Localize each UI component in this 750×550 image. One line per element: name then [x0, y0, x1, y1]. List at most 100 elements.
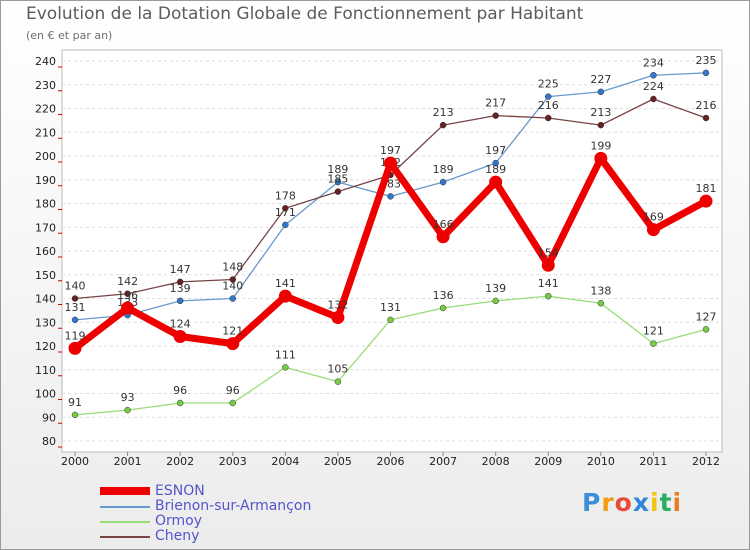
x-tick-label: 2007 — [429, 455, 457, 468]
data-label-ormoy: 127 — [696, 310, 717, 323]
logo-letter: x — [632, 488, 650, 517]
data-label-brienon-sur-arman-on: 131 — [65, 301, 86, 314]
y-tick-label: 210 — [35, 126, 56, 139]
data-label-esnon: 154 — [538, 246, 559, 259]
legend-label-ormoy: Ormoy — [155, 513, 203, 529]
data-label-esnon: 197 — [380, 144, 401, 157]
x-tick-label: 2005 — [324, 455, 352, 468]
data-point-cheny — [597, 121, 605, 129]
data-label-brienon-sur-arman-on: 235 — [696, 54, 717, 67]
data-label-cheny: 216 — [538, 99, 559, 112]
x-tick-label: 2010 — [587, 455, 615, 468]
data-point-esnon — [173, 330, 187, 343]
y-tick-label: 150 — [35, 269, 56, 282]
data-point-cheny — [282, 205, 289, 212]
data-point-cheny — [176, 278, 184, 286]
x-tick-label: 2009 — [534, 455, 562, 468]
data-point-ormoy — [71, 411, 79, 419]
data-label-ormoy: 93 — [121, 391, 135, 404]
data-point-brienon-sur-arman-on — [545, 93, 552, 100]
data-point-brienon-sur-arman-on — [71, 316, 79, 324]
data-point-brienon-sur-arman-on — [439, 178, 447, 186]
data-label-ormoy: 91 — [68, 396, 82, 409]
logo-letter: t — [659, 488, 673, 517]
x-tick-label: 2008 — [482, 455, 510, 468]
logo-letter: r — [601, 488, 615, 517]
logo-letter: P — [582, 488, 602, 517]
y-tick-label: 240 — [35, 55, 56, 68]
data-point-brienon-sur-arman-on — [597, 88, 605, 96]
y-tick-label: 110 — [35, 364, 56, 377]
logo-letter: i — [672, 488, 683, 517]
data-point-ormoy — [282, 364, 289, 371]
data-point-brienon-sur-arman-on — [387, 193, 394, 200]
data-point-brienon-sur-arman-on — [650, 72, 657, 79]
data-point-cheny — [650, 95, 657, 103]
data-point-esnon — [646, 223, 660, 237]
data-label-cheny: 147 — [170, 263, 191, 276]
legend-swatch-cheny — [100, 536, 150, 538]
data-label-cheny: 185 — [327, 173, 348, 186]
y-tick-label: 90 — [42, 411, 56, 424]
data-label-brienon-sur-arman-on: 139 — [170, 282, 191, 295]
data-label-ormoy: 139 — [485, 282, 506, 295]
data-point-esnon — [436, 230, 450, 244]
data-label-esnon: 132 — [327, 299, 348, 312]
data-label-esnon: 141 — [275, 277, 296, 290]
data-point-brienon-sur-arman-on — [282, 221, 289, 229]
brand-logo: Proxiti — [582, 488, 682, 517]
data-point-brienon-sur-arman-on — [492, 159, 499, 167]
data-point-ormoy — [124, 406, 131, 414]
data-label-brienon-sur-arman-on: 227 — [590, 73, 611, 86]
data-label-ormoy: 111 — [275, 348, 296, 361]
data-point-esnon — [121, 301, 135, 315]
data-point-esnon — [226, 337, 240, 351]
data-label-cheny: 148 — [222, 261, 243, 274]
data-label-ormoy: 131 — [380, 301, 401, 314]
data-label-esnon: 119 — [65, 329, 86, 342]
data-label-cheny: 213 — [433, 106, 454, 119]
data-label-esnon: 199 — [590, 139, 611, 152]
data-label-ormoy: 105 — [327, 363, 348, 376]
y-tick-label: 220 — [35, 103, 56, 116]
data-point-ormoy — [650, 340, 657, 347]
data-label-brienon-sur-arman-on: 234 — [643, 56, 664, 69]
data-point-cheny — [702, 114, 710, 122]
data-point-ormoy — [176, 399, 184, 407]
legend-label-brienon: Brienon-sur-Armançon — [155, 498, 312, 514]
data-point-ormoy — [492, 297, 499, 305]
data-label-ormoy: 141 — [538, 277, 559, 290]
x-tick-label: 2000 — [61, 455, 89, 468]
data-label-brienon-sur-arman-on: 197 — [485, 144, 506, 157]
x-tick-label: 2003 — [219, 455, 247, 468]
data-label-esnon: 124 — [170, 318, 191, 331]
data-point-ormoy — [702, 326, 710, 333]
chart-title: Evolution de la Dotation Globale de Fonc… — [26, 4, 584, 24]
data-label-brienon-sur-arman-on: 189 — [433, 163, 454, 176]
data-point-cheny — [71, 295, 79, 302]
y-tick-label: 180 — [35, 198, 56, 211]
data-point-esnon — [68, 341, 82, 355]
data-point-cheny — [492, 112, 499, 119]
data-point-ormoy — [334, 378, 342, 385]
x-tick-label: 2006 — [377, 455, 405, 468]
logo-letter: i — [650, 488, 660, 517]
data-label-ormoy: 121 — [643, 325, 664, 338]
data-label-ormoy: 136 — [433, 289, 454, 302]
y-tick-label: 190 — [35, 174, 56, 187]
data-point-brienon-sur-arman-on — [229, 295, 236, 302]
data-label-brienon-sur-arman-on: 140 — [222, 280, 243, 293]
chart-subtitle: (en € et par an) — [26, 29, 113, 42]
y-tick-label: 160 — [35, 245, 56, 258]
data-label-esnon: 121 — [222, 325, 243, 338]
logo-letter: o — [614, 488, 633, 517]
data-label-cheny: 140 — [65, 280, 86, 293]
x-tick-label: 2012 — [692, 455, 720, 468]
data-label-brienon-sur-arman-on: 225 — [538, 78, 559, 91]
data-point-ormoy — [597, 300, 605, 307]
data-point-esnon — [384, 156, 397, 170]
data-point-ormoy — [229, 399, 236, 407]
data-point-brienon-sur-arman-on — [176, 297, 184, 305]
x-tick-label: 2004 — [271, 455, 299, 468]
